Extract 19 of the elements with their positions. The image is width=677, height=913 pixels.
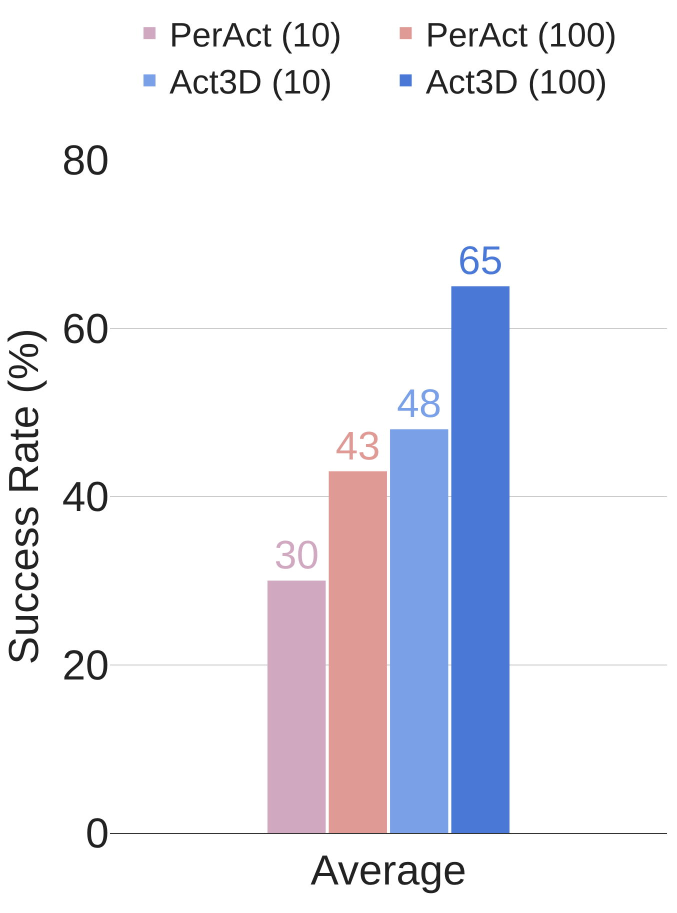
legend-label: PerAct (10) — [170, 16, 342, 54]
data-label: 65 — [458, 239, 503, 284]
y-tick-label: 80 — [62, 136, 109, 184]
data-label: 30 — [274, 534, 319, 578]
y-tick-label: 0 — [86, 810, 109, 857]
y-axis-title: Success Rate (%) — [0, 328, 47, 665]
bar — [390, 429, 448, 833]
data-label: 43 — [336, 424, 380, 468]
bar — [267, 580, 326, 833]
y-tick-label: 20 — [62, 641, 109, 688]
x-tick-label: Average — [310, 846, 466, 894]
y-tick-label: 60 — [62, 304, 109, 352]
bar — [451, 286, 510, 833]
legend-label: PerAct (100) — [426, 16, 617, 54]
data-label: 48 — [396, 382, 442, 426]
y-tick-label: 40 — [62, 473, 109, 520]
bar — [328, 471, 387, 833]
legend-label: Act3D (100) — [426, 64, 608, 102]
legend-label: Act3D (10) — [170, 64, 332, 102]
